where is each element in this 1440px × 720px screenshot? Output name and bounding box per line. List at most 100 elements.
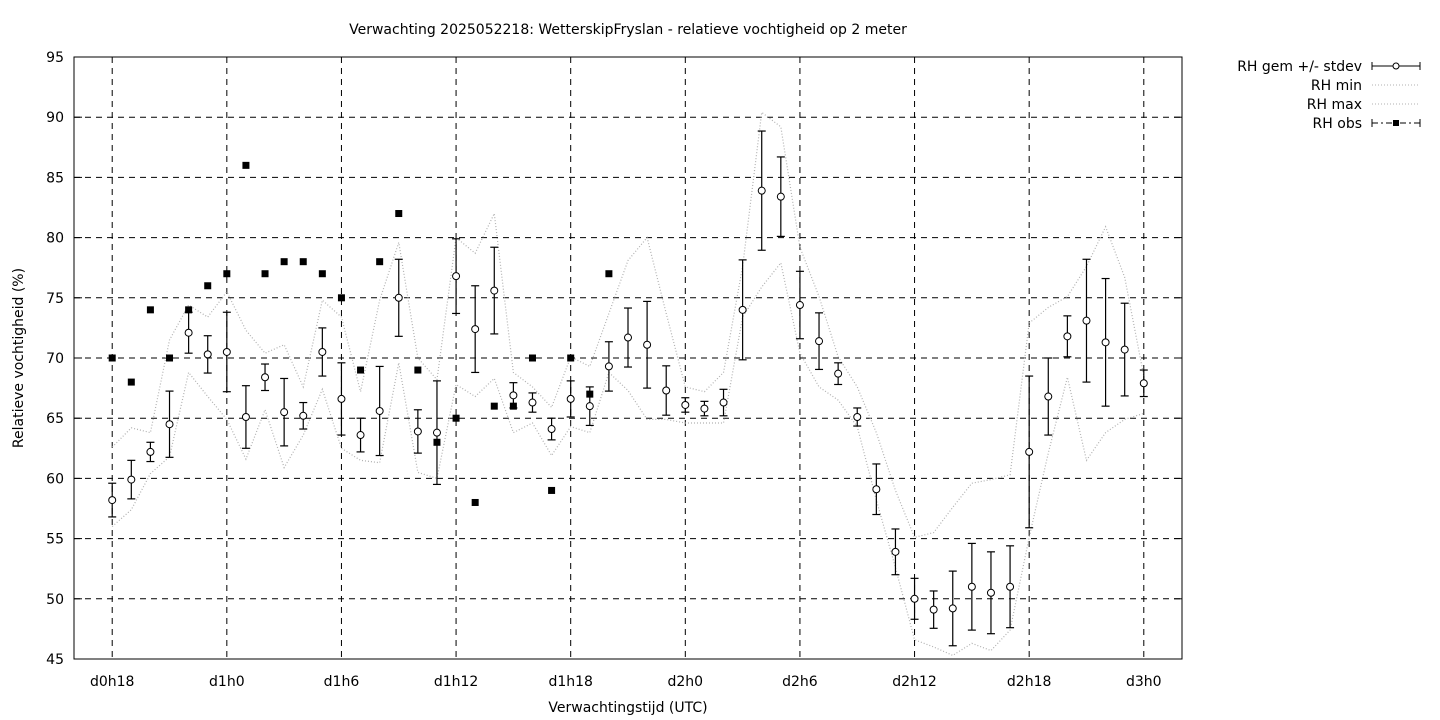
rh-obs-marker — [509, 402, 517, 410]
mean-marker — [738, 305, 747, 314]
grid — [74, 57, 1182, 659]
rh-mean-point — [1082, 258, 1091, 383]
mean-marker — [853, 412, 862, 421]
rh-mean-point — [165, 390, 174, 458]
rh-min-line — [111, 261, 1144, 657]
rh-mean-point — [604, 341, 613, 392]
rh-obs-marker — [586, 390, 594, 398]
rh-mean-point — [318, 327, 327, 377]
mean-marker — [146, 447, 155, 456]
rh-max-line — [111, 111, 1145, 539]
rh-mean-point — [241, 385, 250, 449]
rh-mean-point — [184, 311, 193, 354]
x-tick-label: d1h0 — [209, 674, 245, 690]
rh-mean-point — [261, 363, 270, 392]
rh-mean-point — [432, 380, 441, 486]
rh-mean-point — [719, 388, 728, 417]
rh-mean-point — [681, 397, 690, 413]
mean-marker — [127, 475, 136, 484]
y-tick-label: 75 — [46, 291, 64, 307]
plot-frame — [73, 56, 1183, 660]
rh-mean-point — [1063, 315, 1072, 358]
y-tick-label: 90 — [46, 110, 64, 126]
x-ticks: d0h18 d1h0 d1h6 d1h12 d1h18 d2h0 d2h6 d2h12 d2h1… — [90, 674, 1162, 690]
mean-marker — [490, 286, 499, 295]
series-layer — [108, 111, 1148, 657]
legend-marker — [1392, 62, 1400, 70]
mean-marker — [547, 425, 556, 434]
mean-marker — [604, 362, 613, 371]
y-ticks: 45 50 55 60 65 70 75 80 85 90 95 — [46, 50, 1182, 668]
rh-obs-marker — [548, 486, 556, 494]
mean-marker — [891, 547, 900, 556]
y-tick-label: 80 — [46, 231, 64, 247]
x-tick-label: d2h6 — [782, 674, 818, 690]
mean-marker — [222, 347, 231, 356]
x-tick-label: d0h18 — [90, 674, 134, 690]
mean-marker — [566, 394, 575, 403]
mean-marker — [452, 272, 461, 281]
x-tick-label: d2h18 — [1007, 674, 1051, 690]
y-tick-label: 60 — [46, 471, 64, 487]
legend-label: RH obs — [1313, 116, 1362, 132]
rh-mean-point — [910, 577, 919, 620]
rh-mean-point — [795, 270, 804, 340]
rh-mean-point — [547, 417, 556, 441]
mean-marker — [624, 333, 632, 342]
rh-obs-marker — [318, 270, 326, 278]
rh-mean-point — [662, 365, 671, 416]
mean-marker — [967, 582, 976, 591]
rh-mean-point — [815, 312, 824, 371]
y-tick-label: 95 — [46, 50, 64, 66]
x-tick-label: d1h12 — [434, 674, 478, 690]
mean-marker — [1006, 582, 1015, 591]
rh-mean-point — [1139, 369, 1148, 398]
rh-mean-point — [967, 542, 976, 631]
mean-marker — [1082, 316, 1091, 325]
mean-marker — [643, 340, 652, 349]
mean-marker — [509, 391, 518, 400]
rh-mean-point — [203, 335, 212, 374]
mean-marker — [700, 404, 709, 413]
rh-mean-point — [1006, 545, 1015, 629]
mean-marker — [795, 301, 804, 310]
mean-marker — [394, 293, 403, 302]
legend-label: RH min — [1311, 78, 1362, 94]
x-tick-label: d2h0 — [668, 674, 704, 690]
rh-mean-point — [413, 409, 422, 454]
mean-marker — [356, 431, 365, 440]
rh-obs-marker — [395, 210, 403, 218]
rh-mean-point — [776, 156, 785, 237]
rh-mean-point — [1120, 302, 1129, 397]
rh-obs-marker — [261, 270, 269, 278]
rh-mean-point — [299, 401, 308, 430]
y-tick-label: 85 — [46, 170, 64, 186]
rh-obs-marker — [605, 270, 613, 278]
rh-obs-marker — [242, 161, 250, 169]
y-tick-label: 65 — [46, 411, 64, 427]
rh-mean-point — [643, 300, 652, 389]
mean-marker — [413, 427, 422, 436]
mean-marker — [719, 398, 728, 407]
rh-mean-point — [337, 362, 346, 436]
mean-marker — [1139, 379, 1148, 388]
legend: RH gem +/- stdev RH min RH max RH obs — [1237, 59, 1421, 132]
rh-mean-point — [757, 130, 766, 251]
mean-marker — [948, 604, 957, 613]
rh-obs-marker — [146, 306, 154, 314]
rh-mean-point — [280, 377, 289, 447]
mean-marker — [375, 406, 384, 415]
y-axis-label: Relatieve vochtigheid (%) — [11, 268, 27, 448]
mean-marker — [815, 337, 824, 346]
rh-mean-point — [127, 459, 136, 500]
rh-mean-point — [452, 238, 461, 315]
mean-marker — [929, 605, 938, 614]
rh-mean-point — [566, 380, 575, 418]
rh-obs-marker — [414, 366, 422, 374]
rh-obs-marker — [185, 306, 193, 314]
mean-marker — [471, 325, 480, 334]
rh-mean-point — [1101, 277, 1110, 407]
mean-marker — [585, 402, 594, 411]
x-tick-label: d3h0 — [1126, 674, 1162, 690]
legend-marker — [1393, 120, 1399, 126]
